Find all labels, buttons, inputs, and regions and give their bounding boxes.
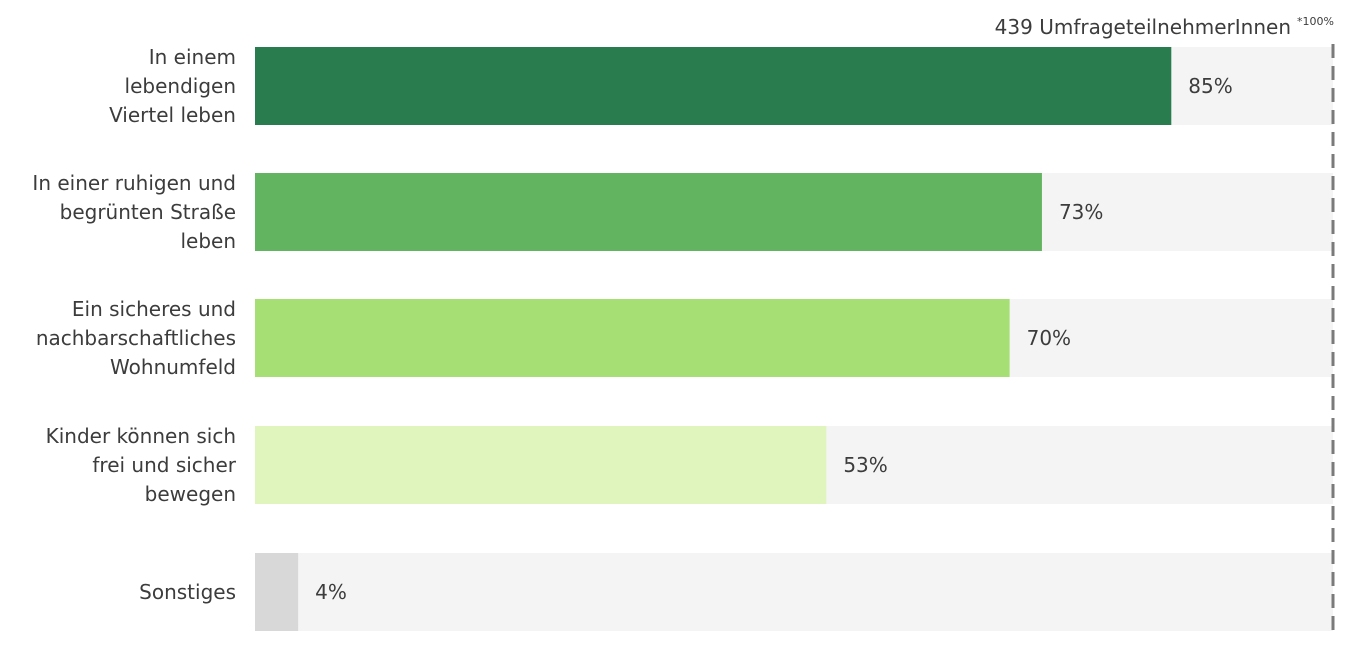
value-label: 53% [843,453,887,477]
value-label: 70% [1027,326,1071,350]
bar [255,553,299,631]
category-label: begrünten Straße [60,200,236,224]
participants-count: 439 UmfrageteilnehmerInnen [995,15,1291,39]
value-label: 73% [1059,200,1103,224]
category-label: In einem [149,45,236,69]
scale-note: *100% [1297,15,1334,28]
bar [255,426,827,504]
category-label: lebendigen [125,74,236,98]
category-labels: In einem lebendigen Viertel leben In einer … [32,45,236,604]
category-label: Ein sicheres und [72,297,236,321]
value-label: 85% [1188,74,1232,98]
value-label: 4% [315,580,347,604]
category-label: In einer ruhigen und [32,171,236,195]
category-label: Viertel leben [109,103,236,127]
category-label: Sonstiges [139,580,236,604]
bar [255,299,1010,377]
category-label: leben [180,229,236,253]
bar-track [255,553,1333,631]
category-label: nachbarschaftliches [36,326,236,350]
value-labels: 85% 73% 70% 53% 4% [315,74,1233,604]
category-label: frei und sicher [92,453,236,477]
bar [255,173,1042,251]
bars [255,47,1172,631]
category-label: Kinder können sich [46,424,236,448]
category-label: Wohnumfeld [110,355,236,379]
bar [255,47,1172,125]
category-label: bewegen [145,482,236,506]
